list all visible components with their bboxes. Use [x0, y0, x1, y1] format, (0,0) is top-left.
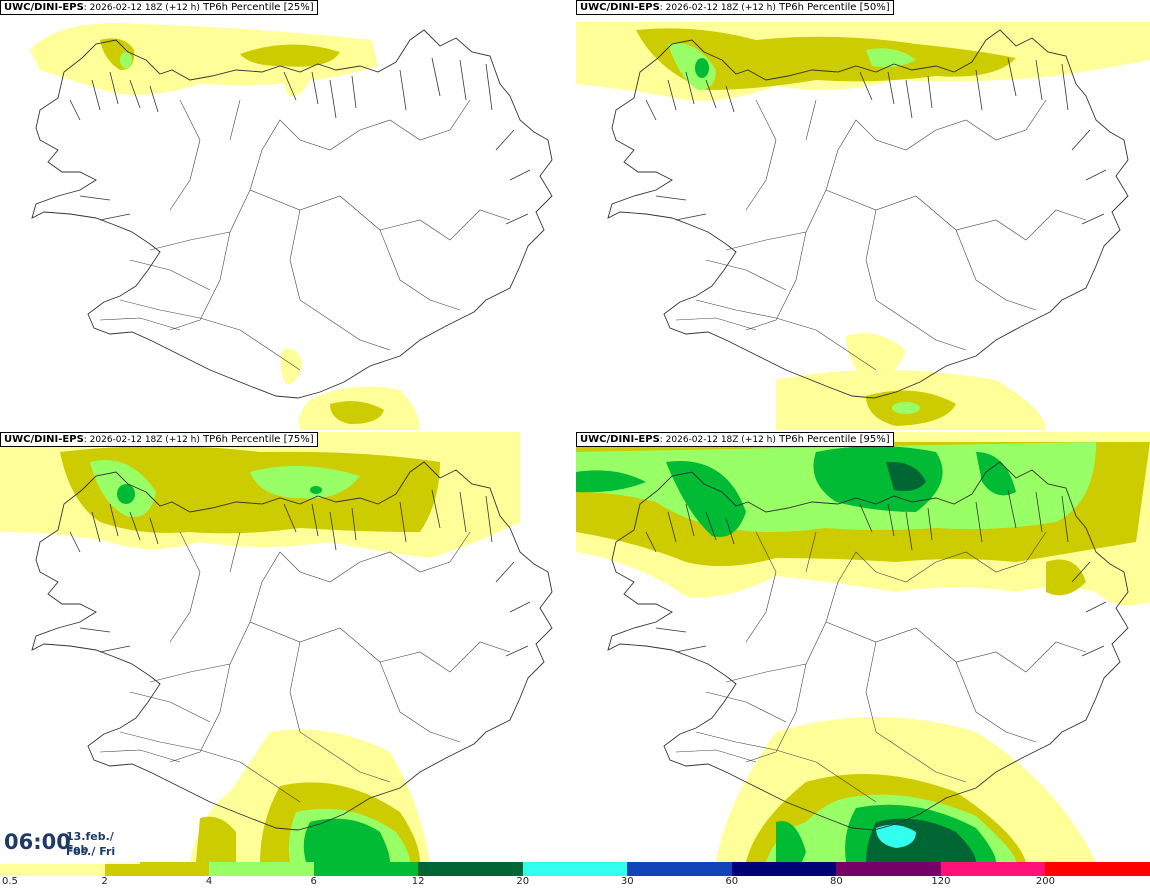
- map-75: [0, 432, 553, 862]
- map-25: [30, 23, 553, 430]
- legend-swatch: [209, 862, 314, 876]
- legend-tick-label: 20: [516, 876, 530, 887]
- legend-swatch: [0, 862, 105, 876]
- legend-swatch: [940, 862, 1046, 876]
- map-50: [576, 22, 1150, 430]
- panel-percentile-25: UWC/DINI-EPS: 2026-02-12 18Z (+12 h) TP6…: [0, 0, 574, 430]
- valid-date-line2: Fös./ Fri: [66, 845, 116, 858]
- panel-percentile-95: UWC/DINI-EPS: 2026-02-12 18Z (+12 h) TP6…: [576, 432, 1150, 862]
- legend-swatch: [104, 862, 210, 876]
- legend-tick-label: 120: [931, 876, 951, 887]
- legend-swatch: [836, 862, 941, 876]
- map-95: [576, 432, 1150, 862]
- valid-date-line1: 13.feb./ Feb: [66, 830, 114, 856]
- legend-tick-label: 4: [205, 876, 213, 887]
- legend-tick-label: 200: [1035, 876, 1055, 887]
- legend-tick-label: 30: [620, 876, 634, 887]
- valid-time: 06:00: [4, 830, 71, 854]
- precip-shading: [30, 23, 420, 430]
- panel-percentile-50: UWC/DINI-EPS: 2026-02-12 18Z (+12 h) TP6…: [576, 0, 1150, 430]
- panel-label: UWC/DINI-EPS: 2026-02-12 18Z (+12 h) TP6…: [576, 0, 894, 15]
- panel-label: UWC/DINI-EPS: 2026-02-12 18Z (+12 h) TP6…: [576, 432, 894, 447]
- legend-swatch: [522, 862, 628, 876]
- precip-shading: [0, 432, 520, 862]
- legend-swatch: [731, 862, 837, 876]
- legend-tick-label: 6: [310, 876, 317, 887]
- legend-swatch: [418, 862, 523, 876]
- legend-tick-label: 60: [725, 876, 739, 887]
- legend-tick-label: 80: [829, 876, 843, 887]
- legend-tick-label: 2: [101, 876, 108, 887]
- legend-colorbar: [0, 862, 1150, 876]
- legend-tick-label: 0.5: [2, 876, 18, 887]
- precip-shading: [576, 22, 1150, 430]
- legend-swatch: [1045, 862, 1150, 876]
- valid-time-box: 06:00 13.feb./ Feb Fös./ Fri: [0, 826, 140, 864]
- legend-swatch: [627, 862, 732, 876]
- legend-ticks: 0.5 2 4 6 12 20 30 60 80 120 200: [0, 876, 1150, 891]
- panel-label: UWC/DINI-EPS: 2026-02-12 18Z (+12 h) TP6…: [0, 432, 318, 447]
- precip-shading: [576, 432, 1150, 862]
- legend-swatch: [313, 862, 419, 876]
- panel-percentile-75: UWC/DINI-EPS: 2026-02-12 18Z (+12 h) TP6…: [0, 432, 574, 862]
- panel-label: UWC/DINI-EPS: 2026-02-12 18Z (+12 h) TP6…: [0, 0, 318, 15]
- legend-tick-label: 12: [411, 876, 425, 887]
